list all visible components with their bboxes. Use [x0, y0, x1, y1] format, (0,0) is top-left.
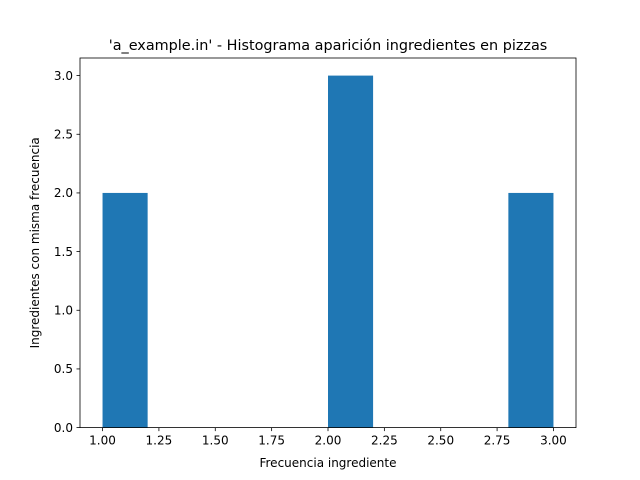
y-tick-label: 1.5 — [54, 245, 73, 259]
y-tick-label: 1.0 — [54, 304, 73, 318]
y-axis-label: Ingredientes con misma frecuencia — [28, 137, 42, 348]
x-tick-label: 1.00 — [89, 434, 116, 448]
x-axis-label: Frecuencia ingrediente — [259, 456, 396, 470]
histogram-bar-9 — [508, 192, 554, 428]
plot-frame — [79, 57, 577, 429]
histogram-bar-0 — [102, 192, 148, 428]
histogram-bar-5 — [328, 75, 374, 428]
x-tick-label: 3.00 — [540, 434, 567, 448]
x-tick-label: 2.00 — [315, 434, 342, 448]
x-tick-label: 2.25 — [371, 434, 398, 448]
chart-title: 'a_example.in' - Histograma aparición in… — [109, 38, 548, 54]
x-tick-label: 1.25 — [146, 434, 173, 448]
x-axis-ticks: 1.00 1.25 1.50 1.75 2.00 2.25 2.50 2.75 3.00 — [89, 427, 567, 448]
y-tick-label: 0.5 — [54, 362, 73, 376]
y-tick-label: 3.0 — [54, 69, 73, 83]
x-tick-label: 1.50 — [202, 434, 229, 448]
x-tick-label: 2.75 — [484, 434, 511, 448]
x-tick-label: 2.50 — [427, 434, 454, 448]
y-tick-label: 0.0 — [54, 421, 73, 435]
x-tick-label: 1.75 — [258, 434, 285, 448]
y-tick-label: 2.0 — [54, 186, 73, 200]
y-tick-label: 2.5 — [54, 128, 73, 142]
bars-group — [102, 75, 554, 428]
y-axis-ticks: 0.0 0.5 1.0 1.5 2.0 2.5 3.0 — [54, 69, 80, 435]
